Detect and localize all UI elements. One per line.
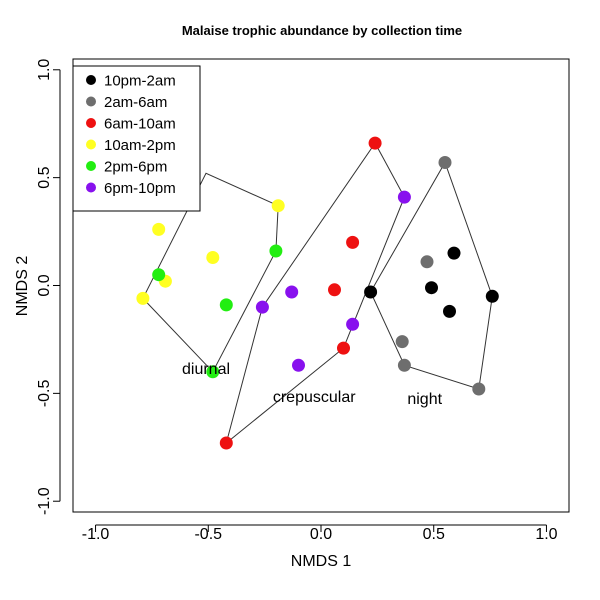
data-point-6am-10am-0 — [368, 136, 382, 150]
data-point-2pm-6pm-2 — [219, 298, 233, 312]
legend-label-2pm-6pm: 2pm-6pm — [104, 159, 167, 176]
legend-marker-6am-10am — [86, 118, 96, 128]
axis-layer: -1.0 -0.5 0.0 0.5 1.0 -1.0 -0.5 0.0 0.5 1.0 — [36, 59, 558, 543]
data-point-10pm-2am-3 — [443, 304, 456, 318]
data-point-6pm-10pm-4 — [292, 358, 305, 372]
data-point-6pm-10pm-0 — [397, 190, 411, 204]
hull-label-diurnal: diurnal — [182, 361, 230, 378]
hull-night — [370, 161, 493, 390]
y-tick-label: -1.0 — [36, 487, 53, 515]
data-point-10pm-2am-1 — [447, 246, 461, 260]
data-point-2am-6am-0 — [438, 156, 452, 169]
legend-marker-2am-6am — [86, 96, 96, 107]
legend: 10pm-2am 2am-6am 6am-10am 10am-2pm 2pm-6pm 6p… — [72, 65, 201, 212]
legend-marker-10am-2pm — [86, 139, 96, 150]
data-point-2am-6am-3 — [397, 358, 411, 372]
data-point-2am-6am-2 — [395, 335, 409, 349]
data-point-10am-2pm-1 — [152, 222, 166, 236]
hull-label-layer: diurnal crepuscular night — [182, 361, 443, 408]
data-point-2pm-6pm-1 — [152, 268, 166, 282]
hull-label-crepuscular: crepuscular — [273, 389, 356, 406]
data-point-2pm-6pm-0 — [269, 244, 283, 258]
data-point-10am-2pm-2 — [206, 251, 220, 264]
data-point-6pm-10pm-2 — [255, 300, 269, 314]
hull-label-night: night — [407, 391, 442, 408]
data-point-2am-6am-1 — [420, 255, 434, 269]
y-tick-label: -0.5 — [36, 380, 53, 408]
data-point-10pm-2am-4 — [485, 289, 499, 303]
legend-marker-2pm-6pm — [86, 161, 96, 171]
data-point-2pm-6pm-3 — [206, 365, 220, 379]
legend-label-6pm-10pm: 6pm-10pm — [104, 180, 176, 197]
data-point-6am-10am-1 — [346, 235, 360, 249]
point-layer — [136, 136, 499, 450]
y-tick-label: 0.0 — [36, 274, 53, 296]
legend-label-10am-2pm: 10am-2pm — [104, 137, 176, 154]
x-tick-label: 0.0 — [310, 526, 332, 543]
legend-marker-10pm-2am — [86, 75, 96, 85]
plot-frame — [72, 58, 570, 513]
x-tick-label: -0.5 — [194, 526, 222, 543]
legend-label-10pm-2am: 10pm-2am — [104, 73, 176, 90]
y-axis-label: NMDS 2 — [14, 256, 31, 317]
chart-title: Malaise trophic abundance by collection … — [182, 23, 462, 38]
hull-crepuscular — [225, 142, 405, 445]
y-tick-label: 0.5 — [36, 166, 53, 188]
data-point-10am-2pm-4 — [136, 291, 150, 305]
data-point-6pm-10pm-3 — [346, 317, 360, 331]
legend-label-6am-10am: 6am-10am — [104, 116, 176, 133]
data-point-2am-6am-4 — [472, 382, 486, 396]
x-tick-label: 0.5 — [423, 526, 445, 543]
data-point-10pm-2am-2 — [425, 281, 438, 295]
legend-marker-6pm-10pm — [86, 182, 96, 193]
x-tick-label: 1.0 — [535, 526, 557, 543]
data-point-6am-10am-2 — [328, 283, 341, 297]
legend-label-2am-6am: 2am-6am — [104, 94, 167, 111]
x-axis-label: NMDS 1 — [291, 553, 352, 570]
data-point-10am-2pm-0 — [271, 199, 285, 213]
data-point-6am-10am-3 — [337, 341, 350, 355]
x-tick-label: -1.0 — [82, 526, 110, 543]
data-point-6am-10am-4 — [219, 436, 233, 450]
data-point-10pm-2am-0 — [364, 285, 378, 299]
y-tick-label: 1.0 — [36, 59, 53, 81]
data-point-6pm-10pm-1 — [285, 285, 299, 299]
